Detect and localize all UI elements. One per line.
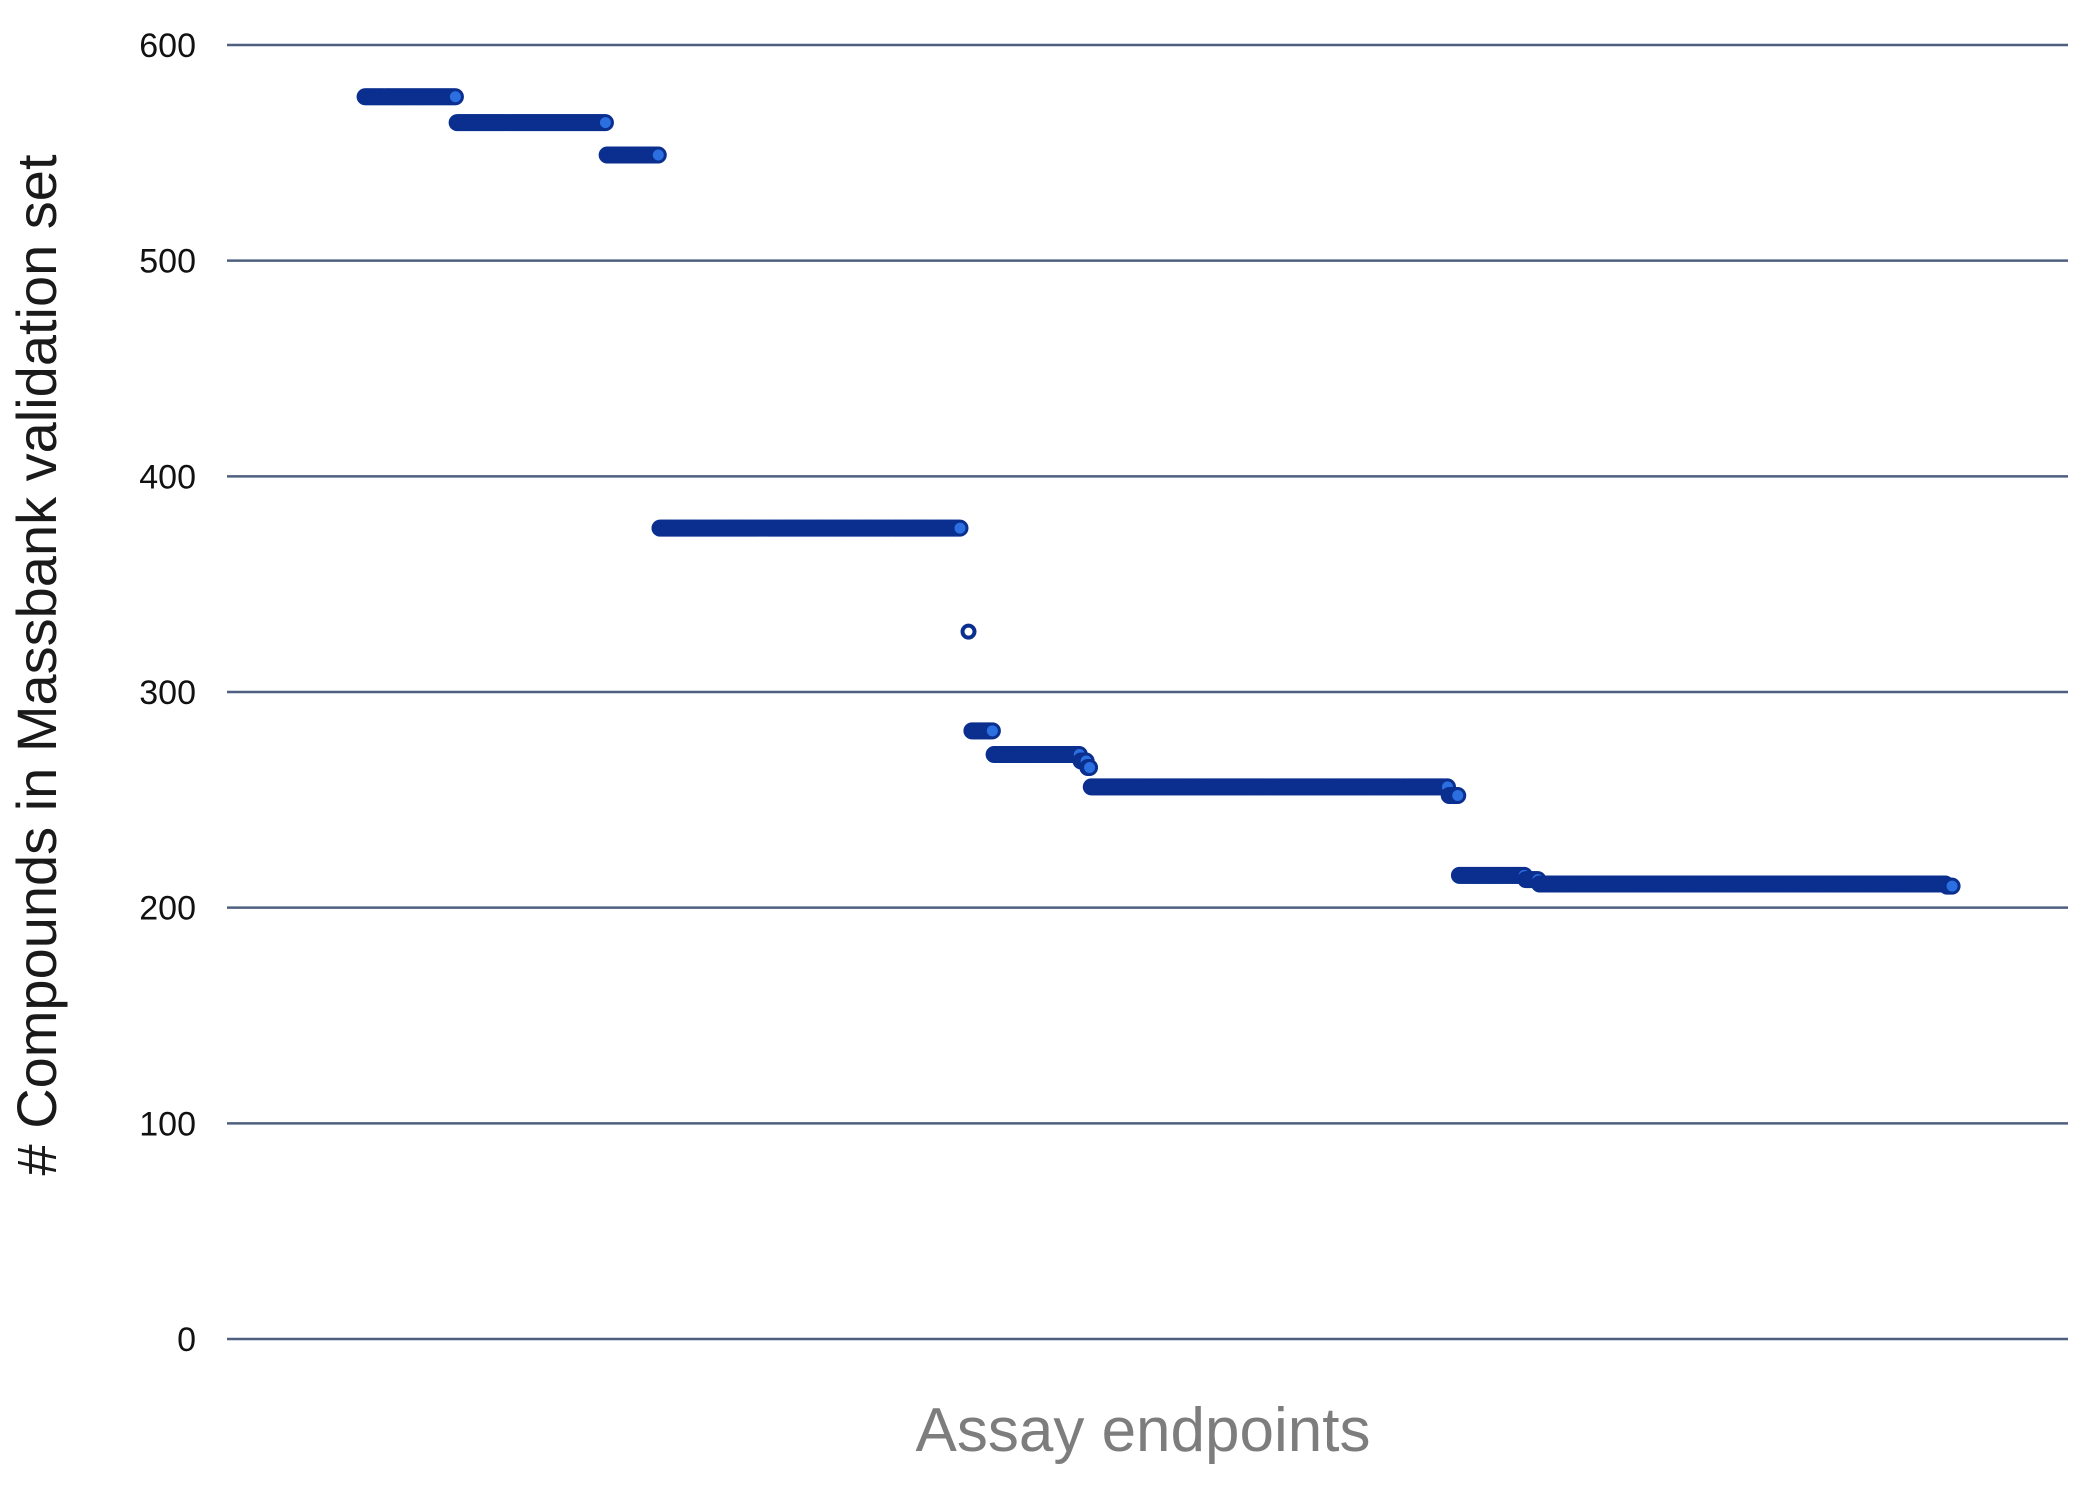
- y-tick-label-600: 600: [139, 27, 196, 65]
- y-tick-label-200: 200: [139, 890, 196, 928]
- y-tick-label-0: 0: [177, 1321, 196, 1359]
- data-point: [1449, 787, 1467, 805]
- data-point: [951, 519, 969, 537]
- data-point: [446, 88, 464, 106]
- data-point: [1943, 877, 1961, 895]
- data-points: [356, 88, 1961, 895]
- y-tick-labels: 0 100 200 300 400 500 600: [139, 27, 196, 1359]
- gridlines: [227, 43, 2068, 1341]
- data-point: [1081, 758, 1099, 776]
- x-axis-label: Assay endpoints: [916, 1396, 1371, 1465]
- data-point: [596, 114, 614, 132]
- y-tick-label-400: 400: [139, 458, 196, 496]
- y-axis-label: # Compounds in Massbank validation set: [5, 154, 68, 1175]
- y-tick-label-100: 100: [139, 1105, 196, 1143]
- data-point: [960, 623, 977, 640]
- data-point: [649, 146, 667, 164]
- y-tick-label-500: 500: [139, 243, 196, 281]
- data-point: [983, 722, 1001, 740]
- y-tick-label-300: 300: [139, 674, 196, 712]
